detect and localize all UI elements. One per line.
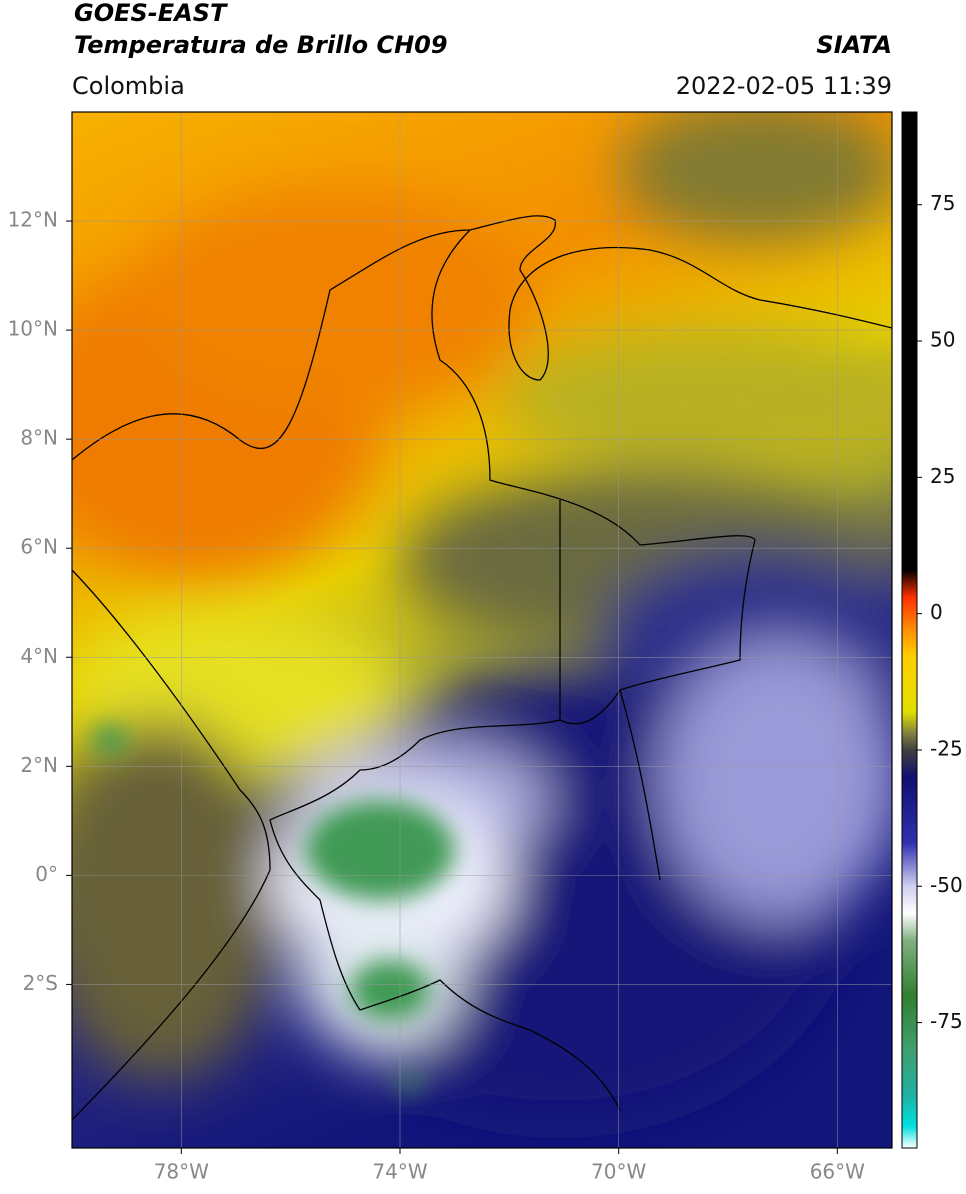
y-tick-label: 2°N (20, 753, 58, 777)
colorbar-tick-label: -75 (930, 1009, 963, 1033)
colorbar-tick-label: -50 (930, 873, 963, 897)
subtitle: Temperatura de Brillo CH09 (74, 31, 448, 59)
datetime: 2022-02-05 11:39 (676, 72, 892, 100)
region: Colombia (72, 72, 185, 100)
y-tick-label: 8°N (20, 426, 58, 450)
y-tick-label: 6°N (20, 535, 58, 559)
colorbar-tick-label: 75 (930, 191, 955, 215)
colorbar-tick-label: 50 (930, 328, 955, 352)
colorbar (901, 111, 918, 1149)
x-tick-label: 74°W (372, 1160, 427, 1184)
colorbar-tick-label: -25 (930, 736, 963, 760)
map-frame (71, 111, 893, 1149)
x-tick-label: 66°W (810, 1160, 865, 1184)
y-tick-label: 0° (35, 862, 58, 886)
x-tick-label: 78°W (154, 1160, 209, 1184)
y-tick-label: 4°N (20, 644, 58, 668)
y-tick-label: 12°N (8, 208, 58, 232)
x-tick-label: 70°W (591, 1160, 646, 1184)
satellite-image (72, 112, 892, 1148)
colorbar-tick-label: 0 (930, 600, 943, 624)
y-tick-label: 2°S (23, 971, 58, 995)
colorbar-tick-label: 25 (930, 464, 955, 488)
graticule (72, 112, 892, 1148)
title: GOES-EAST (74, 0, 228, 27)
source: SIATA (816, 31, 892, 59)
y-tick-label: 10°N (8, 317, 58, 341)
